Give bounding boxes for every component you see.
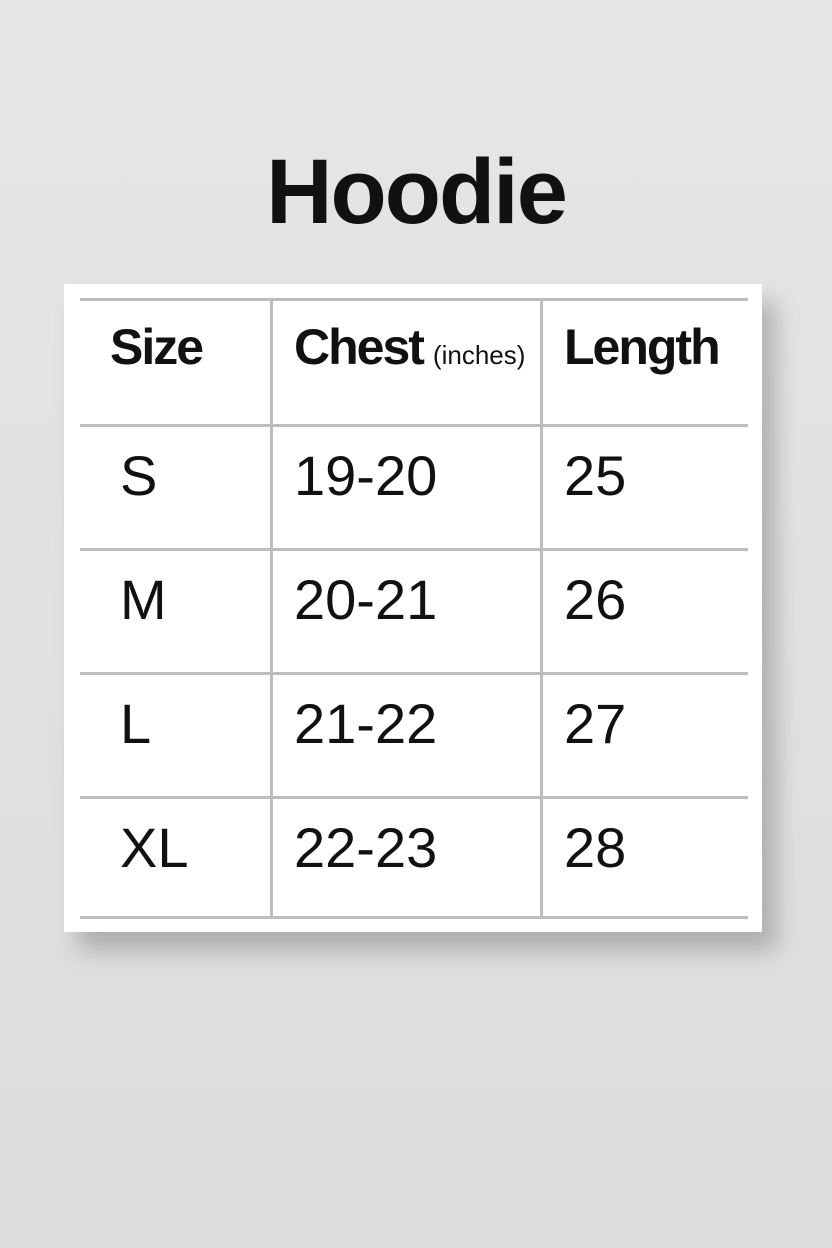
header-cell: Chest (inches): [294, 322, 525, 372]
table-cell: 28: [564, 816, 627, 879]
table-cell: XL: [120, 816, 189, 879]
table-cell: 27: [564, 692, 627, 755]
size-table: Size Chest (inches) Length S 19-20 25 M 20-21 26 L…: [64, 284, 762, 932]
header-cell: Size: [110, 319, 204, 375]
row-line: [80, 548, 748, 551]
row-line: [80, 796, 748, 799]
table-cell: L: [120, 692, 152, 755]
row-line: [80, 298, 748, 301]
column-line: [540, 298, 543, 918]
table-cell: S: [120, 444, 158, 507]
table-cell: M: [120, 568, 167, 631]
table-cell: 26: [564, 568, 627, 631]
header-label: Length: [564, 319, 721, 375]
header-label: Chest: [294, 319, 425, 375]
table-cell: 21-22: [294, 692, 438, 755]
header-cell: Length: [564, 319, 721, 375]
title: Hoodie: [266, 141, 568, 243]
row-line: [80, 424, 748, 427]
row-line: [80, 672, 748, 675]
header-label: Size: [110, 319, 204, 375]
table-cell: 25: [564, 444, 627, 507]
table-cell: 22-23: [294, 816, 438, 879]
table-cell: 19-20: [294, 444, 438, 507]
table-cell: 20-21: [294, 568, 438, 631]
header-unit: (inches): [432, 340, 526, 370]
column-line: [270, 298, 273, 918]
row-line: [80, 916, 748, 919]
